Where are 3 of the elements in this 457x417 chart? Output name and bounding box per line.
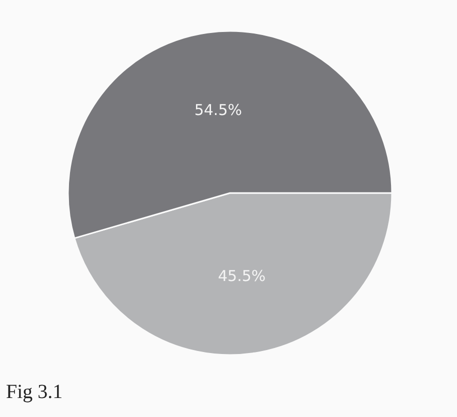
- data-label: 45.5%: [218, 267, 266, 286]
- data-label: 54.5%: [194, 100, 242, 119]
- caption: Fig 3.1: [6, 381, 63, 403]
